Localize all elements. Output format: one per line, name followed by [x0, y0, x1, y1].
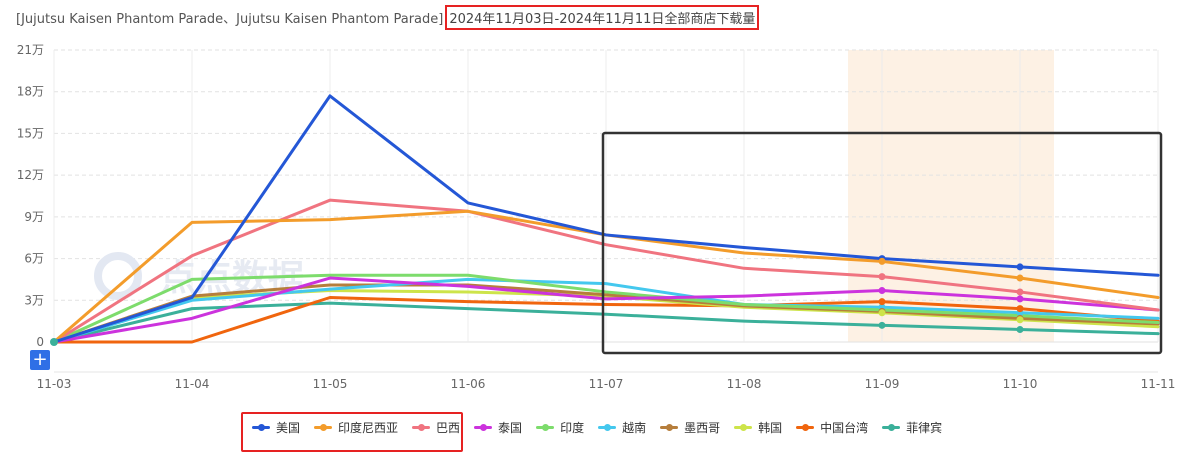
y-tick-label: 18万 — [17, 85, 44, 99]
data-point — [1016, 305, 1024, 313]
y-tick-label: 12万 — [17, 168, 44, 182]
y-tick-label: 3万 — [24, 293, 44, 307]
series-line — [52, 283, 1160, 344]
legend-label: 美国 — [276, 420, 301, 435]
data-point — [878, 321, 886, 329]
x-tick-label: 11-04 — [175, 377, 210, 391]
y-tick-label: 0 — [36, 335, 44, 349]
data-point — [1016, 325, 1024, 333]
x-tick-label: 11-11 — [1141, 377, 1176, 391]
series-line — [52, 277, 1160, 344]
legend-label: 印度 — [560, 420, 585, 435]
series-line — [52, 301, 1160, 344]
data-point — [878, 273, 886, 281]
y-tick-label: 15万 — [17, 126, 44, 140]
legend-item[interactable]: 中国台湾 — [796, 419, 868, 436]
legend-label: 巴西 — [436, 420, 461, 435]
legend-swatch — [314, 423, 333, 431]
legend-swatch — [412, 423, 431, 431]
legend-swatch — [734, 423, 753, 431]
legend-label: 印度尼西亚 — [338, 420, 399, 435]
chart-title-apps: [Jujutsu Kaisen Phantom Parade、Jujutsu K… — [16, 11, 444, 27]
data-point — [1016, 288, 1024, 296]
legend-label: 墨西哥 — [684, 420, 721, 435]
legend-item[interactable]: 韩国 — [734, 419, 782, 436]
legend-item[interactable]: 墨西哥 — [660, 419, 720, 436]
x-tick-label: 11-03 — [37, 377, 72, 391]
legend-swatch — [660, 423, 679, 431]
x-tick-label: 11-06 — [451, 377, 486, 391]
chart-title-date-range: 2024年11月03日-2024年11月11日全部商店下载量 — [445, 4, 760, 30]
series-line — [52, 94, 1160, 344]
legend-item[interactable]: 印度尼西亚 — [314, 419, 398, 436]
y-tick-label: 21万 — [17, 43, 44, 57]
legend-swatch — [252, 423, 270, 431]
legend-swatch — [882, 423, 901, 431]
series-line — [52, 276, 1160, 344]
y-tick-label: 9万 — [24, 210, 44, 224]
data-point-origin — [50, 338, 58, 346]
legend-swatch — [536, 423, 555, 431]
legend-item[interactable]: 菲律宾 — [882, 419, 942, 436]
x-tick-label: 11-10 — [1003, 377, 1038, 391]
series-line — [52, 198, 1160, 344]
data-point — [878, 257, 886, 265]
y-tick-label: 6万 — [24, 252, 44, 266]
data-point — [1016, 274, 1024, 282]
x-tick-label: 11-05 — [313, 377, 348, 391]
data-point — [1016, 263, 1024, 271]
zoom-button[interactable]: + — [30, 350, 50, 370]
chart-title: [Jujutsu Kaisen Phantom Parade、Jujutsu K… — [16, 4, 760, 30]
legend-item[interactable]: 印度 — [536, 419, 584, 436]
data-point — [1016, 295, 1024, 303]
legend-label: 韩国 — [758, 420, 783, 435]
legend-swatch — [796, 423, 815, 431]
legend-swatch — [474, 423, 493, 431]
x-tick-label: 11-07 — [589, 377, 624, 391]
data-point — [878, 298, 886, 306]
data-point — [878, 287, 886, 295]
watermark-logo — [94, 252, 142, 300]
legend-item[interactable]: 美国 — [252, 419, 300, 436]
chart-legend: 美国 印度尼西亚 巴西 泰国 印度 越南 墨西哥 韩国 中国台湾 菲律宾 — [252, 416, 956, 438]
legend-swatch — [598, 423, 617, 431]
legend-item[interactable]: 越南 — [598, 419, 646, 436]
x-tick-label: 11-09 — [865, 377, 900, 391]
legend-item[interactable]: 泰国 — [474, 419, 522, 436]
legend-label: 越南 — [622, 420, 647, 435]
series-line — [52, 296, 1160, 344]
legend-label: 中国台湾 — [820, 420, 869, 435]
series-line — [52, 273, 1160, 344]
legend-label: 菲律宾 — [906, 420, 943, 435]
data-point — [878, 309, 886, 317]
data-point — [1016, 316, 1024, 324]
legend-label: 泰国 — [498, 420, 523, 435]
selection-box — [601, 131, 1163, 355]
legend-item[interactable]: 巴西 — [412, 419, 460, 436]
x-tick-label: 11-08 — [727, 377, 762, 391]
